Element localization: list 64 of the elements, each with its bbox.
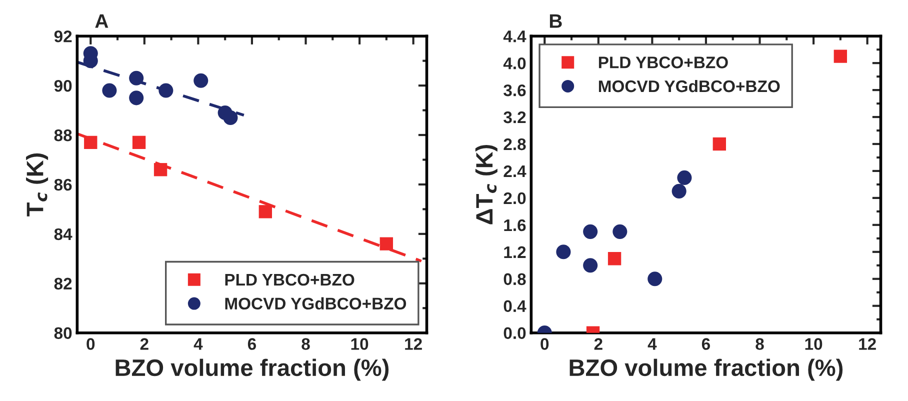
point xyxy=(194,73,208,88)
point xyxy=(834,50,848,63)
x-axis-title: BZO volume fraction (%) xyxy=(570,358,843,381)
x-tick-label: 8 xyxy=(756,338,764,350)
y-tick-label: 1.6 xyxy=(504,219,526,232)
y-tick-label: 84 xyxy=(54,228,72,240)
point xyxy=(608,252,622,266)
point xyxy=(648,272,662,286)
y-tick-label: 0.4 xyxy=(504,300,526,312)
legend-label: PLD YBCO+BZO xyxy=(225,274,354,286)
x-tick-label: 10 xyxy=(351,338,368,350)
x-tick-label: 4 xyxy=(194,338,203,350)
y-tick-label: 3.6 xyxy=(504,84,526,96)
x-tick-label: 2 xyxy=(594,338,602,350)
x-tick-label: 2 xyxy=(140,338,148,350)
legend-label: PLD YBCO+BZO xyxy=(598,56,728,68)
legend-label: MOCVD YGdBCO+BZO xyxy=(598,80,780,92)
point xyxy=(612,224,628,239)
x-tick-label: 10 xyxy=(805,338,822,350)
point xyxy=(380,237,394,250)
point xyxy=(132,136,146,150)
y-tick-label: 86 xyxy=(54,178,72,191)
point xyxy=(84,136,98,150)
point xyxy=(154,163,168,176)
chart-title: B xyxy=(550,14,562,28)
point xyxy=(583,258,598,273)
point xyxy=(129,90,144,106)
point xyxy=(677,170,692,185)
y-tick-label: 2.8 xyxy=(504,138,526,150)
x-tick-label: 0 xyxy=(86,338,95,350)
x-tick-label: 4 xyxy=(648,338,657,350)
point xyxy=(258,205,272,218)
point xyxy=(583,224,598,239)
point xyxy=(556,244,571,260)
point xyxy=(158,83,174,98)
y-tick-label: 90 xyxy=(54,80,72,92)
y-tick-label: 1.2 xyxy=(504,246,526,258)
point xyxy=(672,184,686,198)
y-tick-label: 0.0 xyxy=(504,327,526,340)
y-tick-label: 2.0 xyxy=(504,192,526,204)
y-tick-label: 3.2 xyxy=(504,111,526,124)
x-tick-label: 6 xyxy=(248,338,256,350)
x-tick-label: 8 xyxy=(302,338,310,350)
y-tick-label: 88 xyxy=(54,129,72,142)
point xyxy=(129,70,144,86)
y-tick-label: 4.4 xyxy=(503,30,526,42)
y-tick-label: 4.0 xyxy=(503,57,526,70)
chart-title: A xyxy=(95,14,108,28)
legend-label: MOCVD YGdBCO+BZO xyxy=(225,297,406,310)
point xyxy=(712,137,726,151)
y-tick-label: 0.8 xyxy=(504,273,526,286)
x-axis-title: BZO volume fraction (%) xyxy=(116,358,389,381)
y-tick-label: 80 xyxy=(54,327,72,340)
x-tick-label: 12 xyxy=(405,338,422,350)
x-tick-label: 6 xyxy=(702,338,710,350)
y-axis-title: ΔT$_{c}$ (K) xyxy=(475,144,498,224)
y-tick-label: 82 xyxy=(54,278,72,290)
y-axis-title: T$_{c}$ (K) xyxy=(26,153,48,216)
y-tick-label: 2.4 xyxy=(504,165,526,178)
point xyxy=(223,110,238,125)
point xyxy=(102,83,117,98)
y-tick-label: 92 xyxy=(54,30,72,42)
x-tick-label: 12 xyxy=(859,338,876,350)
x-tick-label: 0 xyxy=(540,338,549,350)
